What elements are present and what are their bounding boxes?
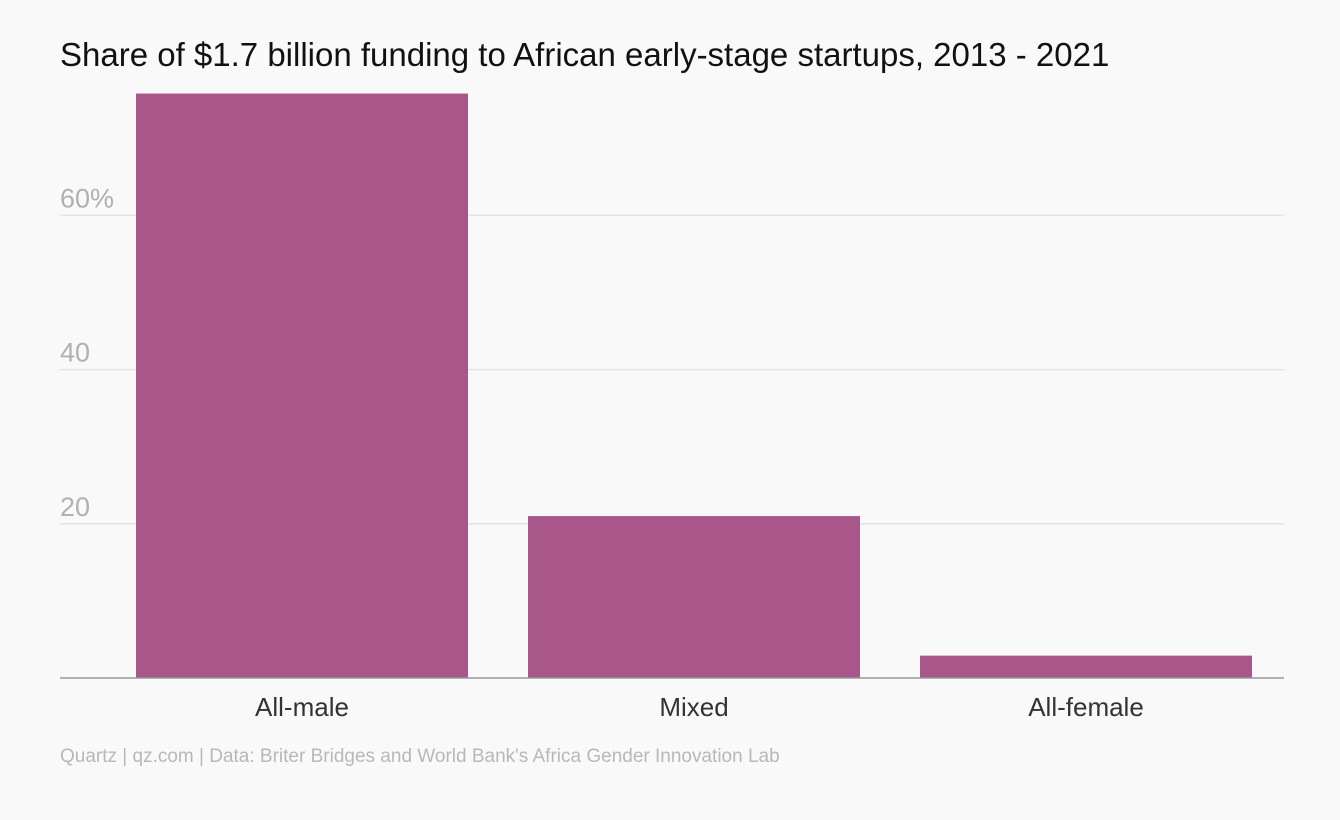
y-tick-label: 40 — [60, 338, 90, 368]
chart-title: Share of $1.7 billion funding to African… — [60, 36, 1110, 73]
bar-all-male — [136, 93, 468, 678]
x-tick-label-mixed: Mixed — [659, 692, 728, 722]
y-tick-label: 20 — [60, 492, 90, 522]
x-tick-label-all-female: All-female — [1028, 692, 1144, 722]
x-tick-label-all-male: All-male — [255, 692, 349, 722]
bar-mixed — [528, 516, 860, 678]
labels: 20 40 60% All-male Mixed All-female — [60, 183, 1144, 722]
bar-all-female — [920, 655, 1252, 678]
bars — [136, 93, 1252, 678]
y-tick-label: 60% — [60, 183, 114, 213]
source-note: Quartz | qz.com | Data: Briter Bridges a… — [60, 746, 780, 767]
